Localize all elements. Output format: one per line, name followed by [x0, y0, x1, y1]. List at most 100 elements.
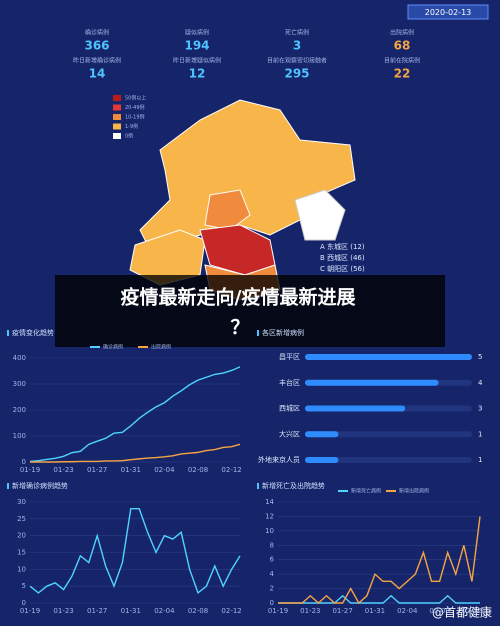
value-label: 1: [478, 456, 482, 464]
x-tick-label: 02-04: [154, 466, 175, 474]
overlay-title: 疫情最新走向/疫情最新进展: [121, 286, 356, 309]
stat-label: 昨日新增疑似病例: [173, 57, 221, 65]
bar-track: [305, 431, 472, 438]
chart-title: 新增死亡及出院趋势: [262, 481, 325, 490]
chart-title: 新增确诊病例趋势: [12, 481, 68, 490]
date: 2020-02-13: [425, 8, 472, 17]
legend-swatch: [113, 123, 121, 130]
y-tick-label: 100: [13, 432, 26, 440]
x-tick-label: 02-08: [188, 607, 208, 615]
stat-value: 295: [284, 67, 309, 81]
stat-value: 194: [184, 39, 209, 53]
x-tick-label: 01-27: [332, 607, 352, 615]
y-tick-label: 15: [17, 549, 26, 557]
legend-swatch: [113, 133, 121, 139]
legend-label: 新增出院病例: [399, 488, 429, 495]
overlay-title: ？: [230, 317, 249, 339]
category-label: 昌平区: [279, 353, 300, 361]
y-tick-label: 10: [265, 527, 274, 535]
x-tick-label: 01-31: [121, 466, 141, 474]
series-line: [30, 443, 241, 463]
map-region: [204, 189, 251, 231]
y-tick-label: 8: [270, 541, 274, 549]
y-tick-label: 10: [17, 565, 26, 573]
stat-value: 3: [293, 39, 301, 53]
date-box: [407, 4, 489, 20]
x-tick-label: 02-08: [429, 607, 449, 615]
x-tick-label: 01-19: [20, 466, 40, 474]
bar: [305, 405, 406, 412]
stat-label: 昨日新增确诊病例: [73, 57, 121, 65]
series-line: [278, 594, 480, 604]
stat-label: 死亡病例: [285, 29, 309, 37]
category-label: 丰台区: [279, 378, 300, 387]
x-tick-label: 01-23: [53, 466, 73, 474]
y-tick-label: 14: [265, 498, 274, 506]
legend-label: 10-19例: [125, 114, 145, 121]
y-tick-label: 12: [265, 512, 274, 520]
bar: [305, 431, 339, 438]
x-tick-label: 01-31: [121, 607, 141, 615]
x-tick-label: 02-12: [221, 466, 241, 474]
legend-label: 新增死亡病例: [351, 488, 381, 495]
x-tick-label: 02-12: [221, 607, 241, 615]
y-tick-label: 4: [270, 570, 275, 578]
x-tick-label: 02-04: [154, 607, 175, 615]
legend-label: 20-49例: [125, 104, 145, 111]
y-tick-label: 200: [13, 406, 26, 414]
series-line: [278, 516, 481, 605]
district-label: C 朝阳区 (56): [320, 264, 365, 273]
legend-label: 确诊病例: [103, 344, 123, 351]
stat-value: 14: [89, 67, 106, 81]
y-tick-label: 30: [17, 498, 26, 506]
title-marker: [7, 483, 9, 489]
legend-label: 出院病例: [151, 344, 171, 351]
legend-label: 50例以上: [125, 95, 146, 102]
y-tick-label: 0: [270, 599, 274, 607]
category-label: 西城区: [279, 405, 300, 413]
x-tick-label: 02-08: [188, 466, 208, 474]
category-label: 大兴区: [279, 429, 300, 438]
value-label: 5: [478, 353, 482, 361]
overlay: [55, 275, 445, 347]
watermark: @首都健康: [432, 605, 492, 620]
y-tick-label: 0: [22, 458, 26, 466]
y-tick-label: 300: [13, 380, 26, 388]
bar: [305, 379, 439, 386]
x-tick-label: 01-23: [53, 607, 73, 615]
x-tick-label: 01-27: [87, 466, 107, 474]
x-tick-label: 01-27: [87, 607, 107, 615]
series-line: [29, 366, 241, 463]
stat-label: 出院病例: [390, 29, 414, 37]
district-label: A 东城区 (12): [320, 242, 365, 251]
legend-swatch: [113, 114, 121, 120]
stat-value: 366: [84, 39, 109, 53]
y-tick-label: 2: [270, 585, 274, 593]
legend-label: 1-9例: [125, 123, 138, 130]
category-label: 外地来京人员: [258, 455, 300, 464]
stat-label: 确诊病例: [85, 29, 109, 37]
stat-label: 目前在院病例: [384, 57, 420, 65]
value-label: 1: [478, 430, 482, 438]
y-tick-label: 6: [270, 556, 275, 564]
x-tick-label: 02-04: [397, 607, 418, 615]
map: [129, 99, 356, 301]
x-tick-label: 01-31: [365, 607, 385, 615]
bar: [305, 457, 339, 463]
title-marker: [257, 483, 259, 489]
stat-value: 68: [394, 39, 411, 53]
bar-track: [305, 457, 472, 463]
bar: [305, 354, 472, 360]
x-tick-label: 01-19: [268, 607, 288, 615]
y-tick-label: 25: [17, 515, 26, 523]
y-tick-label: 400: [13, 354, 26, 362]
x-tick-label: 01-23: [300, 607, 320, 615]
y-tick-label: 0: [22, 599, 26, 607]
title-marker: [7, 330, 9, 336]
stat-value: 22: [394, 67, 411, 81]
legend-label: 0例: [125, 133, 133, 140]
stat-label: 目前在观察密切接触者: [267, 57, 327, 65]
y-tick-label: 20: [17, 532, 26, 540]
series-line: [29, 508, 241, 595]
